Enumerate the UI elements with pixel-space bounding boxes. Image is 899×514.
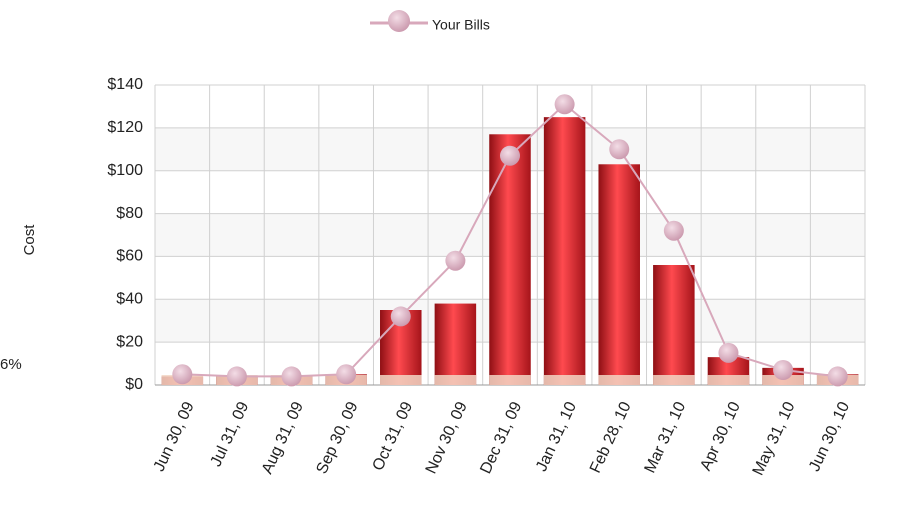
y-axis-label: Cost bbox=[21, 224, 38, 256]
legend-marker bbox=[388, 10, 410, 32]
bar-base bbox=[489, 375, 531, 385]
x-tick-label: Apr 30, 10 bbox=[697, 399, 744, 473]
bar-base bbox=[653, 375, 695, 385]
plot-band bbox=[155, 85, 865, 128]
bar-base bbox=[434, 375, 477, 385]
line-marker bbox=[445, 250, 466, 271]
line-marker bbox=[663, 220, 684, 241]
y-tick-label: $80 bbox=[116, 205, 143, 222]
y-tick-label: $40 bbox=[116, 291, 143, 308]
bar-base bbox=[598, 375, 640, 385]
line-marker bbox=[773, 360, 794, 380]
line-marker bbox=[172, 364, 193, 385]
x-tick-label: Sep 30, 09 bbox=[313, 399, 361, 476]
bar-base bbox=[543, 375, 586, 385]
x-tick-label: Jul 31, 09 bbox=[208, 399, 253, 469]
y-tick-label: $120 bbox=[107, 119, 143, 136]
y-tick-label: $0 bbox=[125, 376, 143, 393]
bar bbox=[434, 303, 477, 385]
x-tick-label: Jun 30, 09 bbox=[151, 399, 198, 474]
x-tick-label: Jan 31, 10 bbox=[533, 399, 580, 474]
x-tick-label: Jun 30, 10 bbox=[806, 399, 853, 474]
y-tick-label: $140 bbox=[107, 76, 143, 93]
x-tick-label: Mar 31, 10 bbox=[642, 399, 690, 476]
y-tick-label: $100 bbox=[107, 162, 143, 179]
y-tick-label: $20 bbox=[116, 333, 143, 350]
y-tick-label: $60 bbox=[116, 248, 143, 265]
x-tick-label: May 31, 10 bbox=[750, 399, 799, 478]
line-marker bbox=[609, 139, 630, 160]
x-tick-label: Feb 28, 10 bbox=[587, 399, 635, 476]
bar-base bbox=[380, 375, 422, 385]
line-marker bbox=[554, 94, 575, 115]
bar bbox=[598, 164, 640, 385]
line-marker bbox=[718, 342, 739, 363]
line-marker bbox=[827, 366, 848, 387]
line-marker bbox=[390, 306, 411, 327]
x-tick-label: Nov 30, 09 bbox=[423, 399, 471, 476]
bar bbox=[543, 117, 586, 386]
line-marker bbox=[336, 364, 357, 385]
bar bbox=[489, 134, 531, 385]
x-tick-label: Aug 31, 09 bbox=[259, 399, 307, 476]
x-tick-label: Dec 31, 09 bbox=[477, 399, 525, 476]
bar bbox=[653, 265, 695, 385]
line-marker bbox=[281, 366, 302, 387]
line-marker bbox=[500, 145, 520, 166]
bar-base bbox=[707, 375, 750, 385]
legend-label: Your Bills bbox=[432, 17, 490, 33]
annotation: 6% bbox=[0, 356, 22, 373]
x-tick-label: Oct 31, 09 bbox=[370, 399, 417, 473]
line-marker bbox=[226, 366, 247, 387]
